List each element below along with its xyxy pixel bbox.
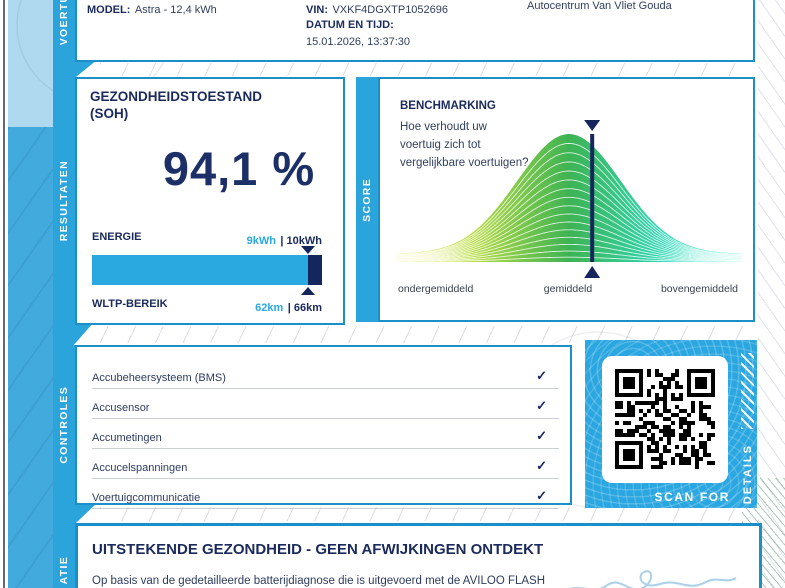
qr-details-text: DETAILS: [742, 443, 754, 504]
benchmark-question-line: Hoe verhoudt uw: [400, 121, 487, 133]
soh-title-line2: (SOH): [90, 106, 129, 121]
check-row: Accucelspanningen ✓: [92, 449, 559, 479]
sidebar-tab-voertuig-label: VOERTUIG: [58, 0, 70, 46]
scan-edge-line: [3, 0, 5, 588]
benchmark-question: Hoe verhoudt uw voertuig zich tot vergel…: [400, 118, 529, 172]
dealer-name: Autocentrum Van Vliet Gouda: [527, 0, 672, 12]
sidebar-tab-score-label: SCORE: [361, 177, 373, 222]
conclusion-body: Op basis van de gedetailleerde batterijd…: [92, 575, 546, 587]
qr-code: [615, 369, 715, 469]
left-band: [8, 127, 54, 588]
left-band-light: [8, 0, 54, 127]
soh-value: 94,1 %: [162, 142, 316, 195]
checkmark-icon: ✓: [536, 428, 547, 443]
checkmark-icon: ✓: [536, 488, 547, 503]
checkmark-icon: ✓: [536, 398, 547, 413]
sidebar-tab-score: SCORE: [356, 77, 378, 322]
tab-connector: [53, 60, 97, 77]
energy-total: | 10kWh: [280, 235, 322, 247]
sidebar-tab-voertuig: VOERTUIG: [53, 0, 75, 62]
check-row: Accubeheersysteem (BMS) ✓: [92, 359, 559, 389]
soh-panel: GEZONDHEIDSTOESTAND (SOH) 94,1 % ENERGIE…: [75, 77, 345, 325]
hatch-low-gap: [100, 507, 755, 521]
check-label: Accubeheersysteem (BMS): [92, 372, 226, 384]
sidebar-tab-resultaten-label: RESULTATEN: [58, 160, 70, 242]
sidebar-tab-evaluatie: ATIE: [53, 523, 75, 588]
stripes-deco-icon: [741, 353, 754, 429]
check-row: Accumetingen ✓: [92, 419, 559, 449]
energy-current: 9kWh: [246, 235, 276, 247]
sidebar-tab-resultaten: RESULTATEN: [53, 77, 75, 325]
conclusion-panel: UITSTEKENDE GEZONDHEID - GEEN AFWIJKINGE…: [75, 523, 762, 588]
sidebar-tab-controles-label: CONTROLES: [58, 386, 70, 464]
benchmark-distribution-chart: [396, 120, 742, 278]
qr-block: SCAN FOR DETAILS: [585, 340, 757, 508]
model-label: MODEL:: [87, 4, 131, 16]
tab-connector: [53, 503, 97, 523]
benchmark-question-line: vergelijkbare voertuigen?: [400, 157, 529, 169]
energy-values: 9kWh | 10kWh: [247, 231, 322, 249]
bar-marker-bottom-icon: [301, 287, 315, 295]
check-label: Accucelspanningen: [92, 462, 188, 474]
range-total: | 66km: [287, 302, 322, 314]
checks-list: Accubeheersysteem (BMS) ✓ Accusensor ✓ Accum…: [92, 359, 559, 509]
benchmark-panel: BENCHMARKING Hoe verhoudt uw voertuig zi…: [378, 77, 755, 322]
conclusion-heading: UITSTEKENDE GEZONDHEID - GEEN AFWIJKINGE…: [92, 541, 544, 558]
check-label: Accumetingen: [92, 432, 162, 444]
vin-row: VIN: VXKF4DGXTP1052696: [306, 0, 448, 18]
check-label: Voertuigcommunicatie: [92, 492, 201, 504]
benchmark-question-line: voertuig zich tot: [400, 139, 481, 151]
checks-panel: Accubeheersysteem (BMS) ✓ Accusensor ✓ Accum…: [75, 345, 572, 509]
check-row: Voertuigcommunicatie ✓: [92, 479, 559, 509]
qr-scan-text: SCAN FOR: [654, 490, 730, 504]
soh-title: GEZONDHEIDSTOESTAND (SOH): [90, 88, 262, 122]
signature: [570, 570, 737, 588]
bell-curve-group: [396, 120, 742, 278]
check-label: Accusensor: [92, 402, 150, 414]
model-value: Astra - 12,4 kWh: [134, 4, 217, 16]
sidebar-tab-controles: CONTROLES: [53, 345, 75, 505]
energy-bar-fill: [92, 255, 309, 285]
model-row: MODEL: Astra - 12,4 kWh: [87, 0, 217, 18]
sidebar-tab-evaluatie-label: ATIE: [58, 555, 70, 585]
range-current: 62km: [255, 302, 284, 314]
datetime-label: DATUM EN TIJD:: [306, 19, 394, 31]
range-label: WLTP-BEREIK: [92, 298, 168, 310]
axis-label-right: bovengemiddeld: [660, 283, 738, 295]
datetime-value: 15.01.2026, 13:37:30: [306, 36, 410, 48]
energy-label: ENERGIE: [92, 231, 142, 243]
checkmark-icon: ✓: [536, 458, 547, 473]
vin-value: VXKF4DGXTP1052696: [332, 4, 449, 16]
checkmark-icon: ✓: [536, 368, 547, 383]
hatch-right-margin: [758, 0, 785, 588]
tab-connector: [53, 323, 93, 345]
axis-label-mid: gemiddeld: [543, 283, 593, 295]
hatch-top-gap: [100, 63, 755, 76]
energy-bar: [92, 255, 322, 285]
range-values: 62km | 66km: [255, 298, 322, 316]
soh-title-line1: GEZONDHEIDSTOESTAND: [90, 89, 263, 104]
axis-label-left: ondergemiddeld: [398, 283, 474, 295]
vehicle-info-panel: MODEL: Astra - 12,4 kWh VIN: VXKF4DGXTP1…: [75, 0, 755, 62]
qr-white-card: [602, 356, 728, 483]
vin-label: VIN:: [306, 4, 328, 16]
check-row: Accusensor ✓: [92, 389, 559, 419]
benchmark-title: BENCHMARKING: [400, 100, 496, 112]
